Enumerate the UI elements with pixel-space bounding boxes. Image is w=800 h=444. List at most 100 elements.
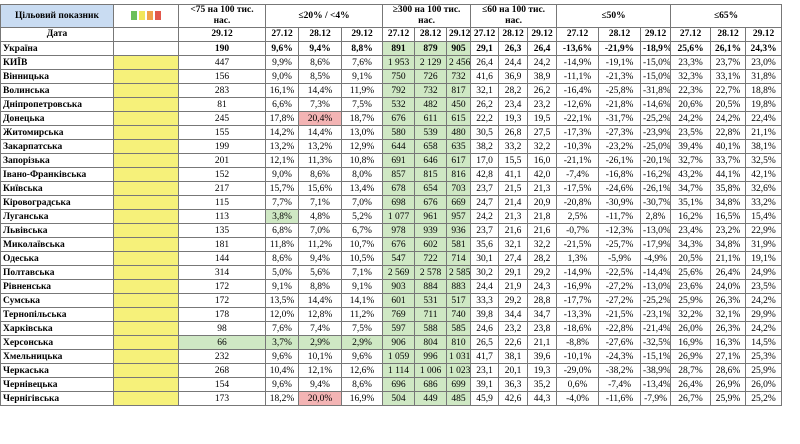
cell: 1 023 [446,363,472,378]
data-row: Запорізька 201 12,1% 11,3% 10,8% 691 646 617 17,… [0,153,783,168]
cell: 810 [446,335,472,350]
cell: 29.12 [640,27,672,42]
cell: 482 [414,97,448,112]
cell: 804 [414,335,448,350]
cell: 857 [382,167,416,182]
cell: 29.12 [745,27,783,42]
cell: 22,3% [670,83,712,98]
cell [113,55,179,70]
cell: 21,3 [527,181,558,196]
cell: 28.12 [298,27,342,42]
cell: 20,1 [498,363,529,378]
cell: -22,8% [598,321,642,336]
cell: 23,2% [710,223,747,238]
cell: 33,1% [710,69,747,84]
cell: Україна [0,41,114,56]
cell: 66 [178,335,266,350]
cell: 26,5 [470,335,500,350]
cell: 8,6% [298,55,342,70]
cell: 732 [414,83,448,98]
cell: 646 [414,153,448,168]
cell: 28,7% [670,363,712,378]
cell: 11,2% [298,237,342,252]
cell: 24,2 [527,55,558,70]
cell: 21,9 [498,279,529,294]
cell: 588 [414,321,448,336]
cell: 115 [178,195,266,210]
cell: 34,8% [710,237,747,252]
cell: 8,8% [298,279,342,294]
cell [113,195,179,210]
cell: 35,1% [670,195,712,210]
cell: 33,7% [710,153,747,168]
cell: 25,9% [670,293,712,308]
cell: -21,8% [598,97,642,112]
cell: 27,5 [527,125,558,140]
cell: 13,4% [340,181,384,196]
header-cell: <75 на 100 тис. нас. [178,4,266,28]
cell: 13,0% [340,125,384,140]
cell: 9,0% [265,167,299,182]
data-row: Чернівецька 154 9,6% 9,4% 8,6% 696 686 699 39,1 3… [0,377,783,392]
cell: 480 [446,125,472,140]
cell [113,41,179,56]
cell: -17,9% [640,237,672,252]
cell: -25,2% [640,111,672,126]
cell: 2 129 [414,55,448,70]
cell: -13,0% [640,279,672,294]
cell: 45,9 [470,391,500,406]
cell: -31,7% [598,111,642,126]
cell: -4,0% [556,391,600,406]
cell: Хмельницька [0,349,114,364]
data-row: Луганська 113 3,8% 4,8% 5,2% 1 077 961 957 24,2 2… [0,209,783,224]
cell: 19,8% [745,97,783,112]
cell: -30,7% [640,195,672,210]
cell: 602 [414,237,448,252]
cell: 16,2% [670,209,712,224]
cell [113,321,179,336]
cell: 26,4% [670,377,712,392]
cell: 12,8% [298,307,342,322]
cell: 14,4% [298,125,342,140]
cell: -25,2% [640,293,672,308]
cell: 29,2 [527,265,558,280]
cell: 9,4% [298,41,342,56]
cell: -18,6% [556,321,600,336]
cell: 1 114 [382,363,416,378]
header-cell: ≤60 на 100 тис. нас. [470,4,558,28]
cell: -16,2% [640,167,672,182]
cell: 696 [382,377,416,392]
cell: 23,5% [670,125,712,140]
cell: 14,4% [298,83,342,98]
cell: -38,2% [598,363,642,378]
cell: 40,1% [710,139,747,154]
cell: 28.12 [710,27,747,42]
cell: 21,4 [498,195,529,210]
cell: 23,4 [498,97,529,112]
cell: 39,6 [527,349,558,364]
cell [113,139,179,154]
cell: -7,4% [598,377,642,392]
cell: 21,6 [498,223,529,238]
cell: 939 [414,223,448,238]
cell: -22,5% [598,265,642,280]
cell: 23,6% [670,279,712,294]
cell: -11,7% [598,209,642,224]
cell: -25,7% [598,237,642,252]
cell: 25,2% [745,391,783,406]
cell: 792 [382,83,416,98]
cell: -17,3% [556,125,600,140]
cell: 15,6% [298,181,342,196]
cell: -27,2% [598,293,642,308]
cell: 714 [446,251,472,266]
cell: 25,9% [745,363,783,378]
cell: -13,3% [556,307,600,322]
cell: 16,9% [670,335,712,350]
cell: 18,8% [745,83,783,98]
cell: 2,9% [340,335,384,350]
cell: Миколаївська [0,237,114,252]
cell: 16,5% [710,209,747,224]
cell: 25,9% [710,391,747,406]
cell: 23,7 [470,223,500,238]
cell: 597 [382,321,416,336]
